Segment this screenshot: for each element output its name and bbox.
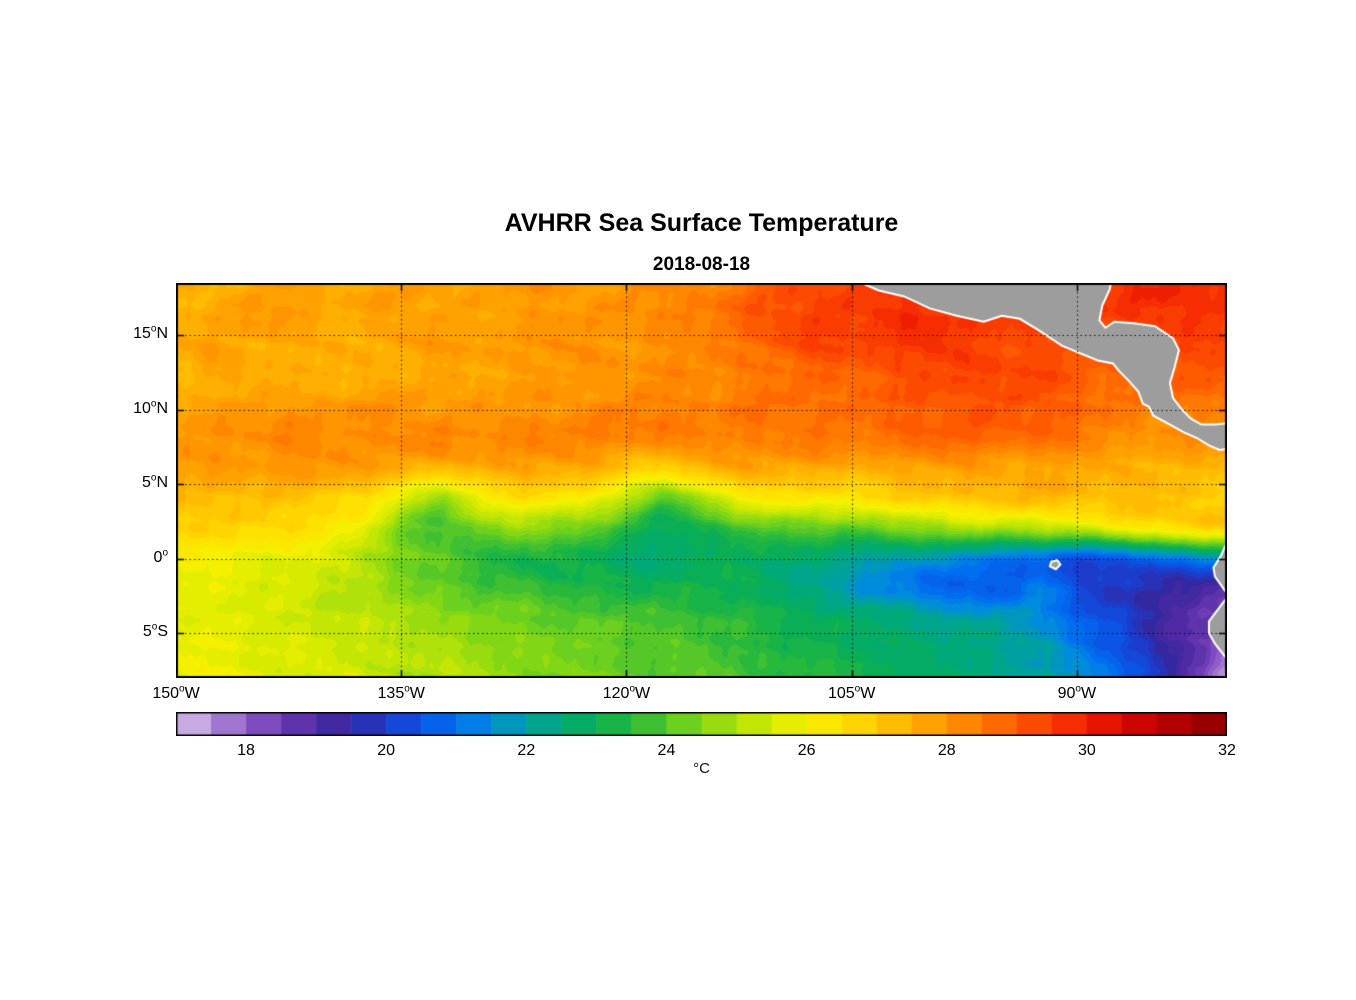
colorbar-tick-label-32: 32 xyxy=(1218,742,1236,759)
y-tick-label-5N: 5oN xyxy=(141,472,168,492)
y-tick-label-10N: 10oN xyxy=(133,398,168,417)
chart-title: AVHRR Sea Surface Temperature xyxy=(504,209,899,237)
x-tick-label-90W: 90oW xyxy=(1057,683,1097,702)
colorbar-tick-label-20: 20 xyxy=(377,742,396,759)
chart-subtitle-date: 2018-08-18 xyxy=(652,254,751,275)
colorbar-unit-label: °C xyxy=(693,760,710,777)
colorbar-tick-label-26: 26 xyxy=(797,742,816,759)
x-tick-label-135W: 135oW xyxy=(377,683,425,702)
colorbar-tick-label-18: 18 xyxy=(237,742,255,759)
y-tick-label-15N: 15oN xyxy=(133,323,168,343)
x-tick-label-150W: 150oW xyxy=(152,683,200,702)
sst-heatmap-canvas xyxy=(176,283,1227,678)
colorbar-canvas xyxy=(176,712,1227,736)
x-tick-label-105W: 105oW xyxy=(827,683,876,702)
y-tick-label-0: 0o xyxy=(153,547,168,566)
colorbar-tick-label-30: 30 xyxy=(1077,742,1096,759)
colorbar-tick-label-28: 28 xyxy=(937,742,956,759)
y-tick-label-5S: 5oS xyxy=(142,621,168,641)
colorbar-tick-label-24: 24 xyxy=(657,742,676,759)
colorbar-tick-label-22: 22 xyxy=(517,742,536,759)
x-tick-label-120W: 120oW xyxy=(602,683,651,702)
